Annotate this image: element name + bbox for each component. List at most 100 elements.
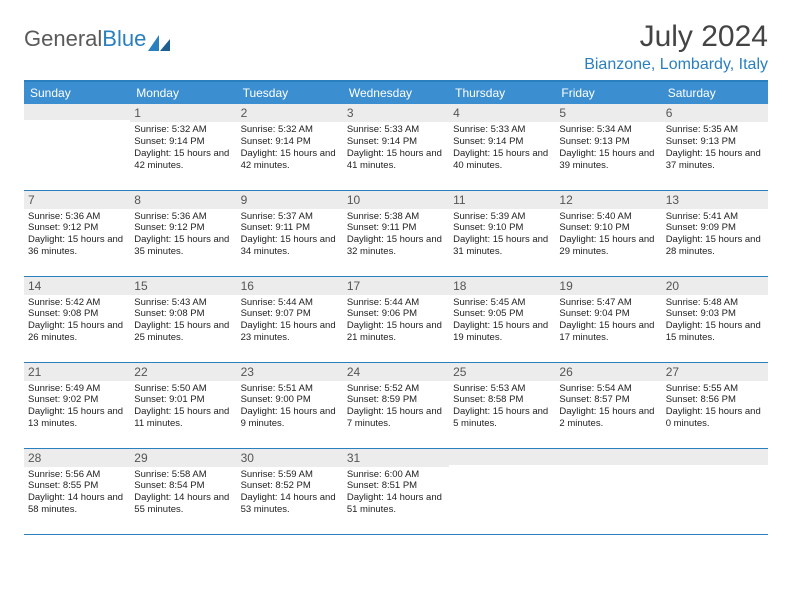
day-number: 22 [130, 363, 236, 381]
day-number: 11 [449, 191, 555, 209]
day-details: Sunrise: 5:34 AM Sunset: 9:13 PM Dayligh… [559, 124, 657, 172]
day-number: 30 [237, 449, 343, 467]
calendar-row: 14Sunrise: 5:42 AM Sunset: 9:08 PM Dayli… [24, 276, 768, 362]
day-details: Sunrise: 5:32 AM Sunset: 9:14 PM Dayligh… [241, 124, 339, 172]
calendar-body: 1Sunrise: 5:32 AM Sunset: 9:14 PM Daylig… [24, 104, 768, 534]
calendar-cell: 24 Sunrise: 5:52 AM Sunset: 8:59 PM Dayli… [343, 362, 449, 448]
calendar-row: 21 Sunrise: 5:49 AM Sunset: 9:02 PM Dayli… [24, 362, 768, 448]
day-details: Sunrise: 5:44 AM Sunset: 9:07 PM Dayligh… [241, 297, 339, 345]
day-details: Sunrise: 5:45 AM Sunset: 9:05 PM Dayligh… [453, 297, 551, 345]
day-number: 7 [24, 191, 130, 209]
day-number: 9 [237, 191, 343, 209]
day-details: Sunrise: 5:55 AM Sunset: 8:56 PM Dayligh… [666, 383, 764, 431]
sail-icon [148, 31, 170, 47]
calendar-row: 28 Sunrise: 5:56 AM Sunset: 8:55 PM Dayli… [24, 448, 768, 534]
calendar-cell: 26 Sunrise: 5:54 AM Sunset: 8:57 PM Dayli… [555, 362, 661, 448]
day-number: 20 [662, 277, 768, 295]
day-number: 6 [662, 104, 768, 122]
day-details: Sunrise: 5:48 AM Sunset: 9:03 PM Dayligh… [666, 297, 764, 345]
day-number: 17 [343, 277, 449, 295]
calendar-cell: 11 Sunrise: 5:39 AM Sunset: 9:10 PM Dayli… [449, 190, 555, 276]
day-number: 21 [24, 363, 130, 381]
calendar-cell: 23Sunrise: 5:51 AM Sunset: 9:00 PM Dayli… [237, 362, 343, 448]
calendar-cell: 20 Sunrise: 5:48 AM Sunset: 9:03 PM Dayli… [662, 276, 768, 362]
calendar-cell: 29 Sunrise: 5:58 AM Sunset: 8:54 PM Dayli… [130, 448, 236, 534]
day-details: Sunrise: 5:53 AM Sunset: 8:58 PM Dayligh… [453, 383, 551, 431]
calendar-row: 1Sunrise: 5:32 AM Sunset: 9:14 PM Daylig… [24, 104, 768, 190]
location: Bianzone, Lombardy, Italy [584, 56, 768, 74]
day-details: Sunrise: 5:36 AM Sunset: 9:12 PM Dayligh… [28, 211, 126, 259]
day-details: Sunrise: 5:39 AM Sunset: 9:10 PM Dayligh… [453, 211, 551, 259]
day-number: 3 [343, 104, 449, 122]
day-details: Sunrise: 5:33 AM Sunset: 9:14 PM Dayligh… [453, 124, 551, 172]
calendar-cell: 4 Sunrise: 5:33 AM Sunset: 9:14 PM Daylig… [449, 104, 555, 190]
day-details: Sunrise: 5:58 AM Sunset: 8:54 PM Dayligh… [134, 469, 232, 517]
header: GeneralBlue July 2024 Bianzone, Lombardy… [24, 20, 768, 74]
logo: GeneralBlue [24, 26, 170, 52]
calendar-cell: 5 Sunrise: 5:34 AM Sunset: 9:13 PM Daylig… [555, 104, 661, 190]
calendar-cell: 9 Sunrise: 5:37 AM Sunset: 9:11 PM Daylig… [237, 190, 343, 276]
calendar-cell: 21 Sunrise: 5:49 AM Sunset: 9:02 PM Dayli… [24, 362, 130, 448]
calendar-cell: 27 Sunrise: 5:55 AM Sunset: 8:56 PM Dayli… [662, 362, 768, 448]
day-details: Sunrise: 5:50 AM Sunset: 9:01 PM Dayligh… [134, 383, 232, 431]
day-number: 24 [343, 363, 449, 381]
logo-text-gray: General [24, 26, 102, 52]
calendar-head: SundayMondayTuesdayWednesdayThursdayFrid… [24, 81, 768, 104]
day-details: Sunrise: 5:52 AM Sunset: 8:59 PM Dayligh… [347, 383, 445, 431]
day-number: 26 [555, 363, 661, 381]
day-details: Sunrise: 5:37 AM Sunset: 9:11 PM Dayligh… [241, 211, 339, 259]
day-details: Sunrise: 5:49 AM Sunset: 9:02 PM Dayligh… [28, 383, 126, 431]
day-details: Sunrise: 6:00 AM Sunset: 8:51 PM Dayligh… [347, 469, 445, 517]
calendar-cell [449, 448, 555, 534]
day-number: 27 [662, 363, 768, 381]
weekday-header: Monday [130, 81, 236, 104]
calendar-cell: 16Sunrise: 5:44 AM Sunset: 9:07 PM Dayli… [237, 276, 343, 362]
calendar-row: 7 Sunrise: 5:36 AM Sunset: 9:12 PM Daylig… [24, 190, 768, 276]
day-number: 31 [343, 449, 449, 467]
day-number: 10 [343, 191, 449, 209]
day-details: Sunrise: 5:41 AM Sunset: 9:09 PM Dayligh… [666, 211, 764, 259]
day-details: Sunrise: 5:56 AM Sunset: 8:55 PM Dayligh… [28, 469, 126, 517]
day-number: 18 [449, 277, 555, 295]
day-details: Sunrise: 5:35 AM Sunset: 9:13 PM Dayligh… [666, 124, 764, 172]
calendar-cell [662, 448, 768, 534]
calendar-cell: 22 Sunrise: 5:50 AM Sunset: 9:01 PM Dayli… [130, 362, 236, 448]
weekday-header: Friday [555, 81, 661, 104]
calendar-cell: 31 Sunrise: 6:00 AM Sunset: 8:51 PM Dayli… [343, 448, 449, 534]
day-number [449, 449, 555, 465]
day-details: Sunrise: 5:59 AM Sunset: 8:52 PM Dayligh… [241, 469, 339, 517]
calendar-cell: 19Sunrise: 5:47 AM Sunset: 9:04 PM Dayli… [555, 276, 661, 362]
day-number [555, 449, 661, 465]
calendar-cell: 8Sunrise: 5:36 AM Sunset: 9:12 PM Daylig… [130, 190, 236, 276]
day-details: Sunrise: 5:47 AM Sunset: 9:04 PM Dayligh… [559, 297, 657, 345]
day-details: Sunrise: 5:40 AM Sunset: 9:10 PM Dayligh… [559, 211, 657, 259]
day-number: 28 [24, 449, 130, 467]
day-number: 2 [237, 104, 343, 122]
day-number: 8 [130, 191, 236, 209]
calendar-cell: 10 Sunrise: 5:38 AM Sunset: 9:11 PM Dayli… [343, 190, 449, 276]
calendar-cell: 6 Sunrise: 5:35 AM Sunset: 9:13 PM Daylig… [662, 104, 768, 190]
month-title: July 2024 [584, 20, 768, 54]
weekday-header: Tuesday [237, 81, 343, 104]
calendar-cell: 3 Sunrise: 5:33 AM Sunset: 9:14 PM Daylig… [343, 104, 449, 190]
day-number: 13 [662, 191, 768, 209]
day-details: Sunrise: 5:51 AM Sunset: 9:00 PM Dayligh… [241, 383, 339, 431]
day-details: Sunrise: 5:43 AM Sunset: 9:08 PM Dayligh… [134, 297, 232, 345]
day-number: 25 [449, 363, 555, 381]
logo-text-blue: Blue [102, 26, 146, 52]
weekday-header: Thursday [449, 81, 555, 104]
day-details: Sunrise: 5:54 AM Sunset: 8:57 PM Dayligh… [559, 383, 657, 431]
day-number [24, 104, 130, 120]
day-number: 4 [449, 104, 555, 122]
calendar-cell: 12Sunrise: 5:40 AM Sunset: 9:10 PM Dayli… [555, 190, 661, 276]
calendar-cell: 7 Sunrise: 5:36 AM Sunset: 9:12 PM Daylig… [24, 190, 130, 276]
day-number: 15 [130, 277, 236, 295]
day-number: 29 [130, 449, 236, 467]
calendar-table: SundayMondayTuesdayWednesdayThursdayFrid… [24, 80, 768, 535]
day-details: Sunrise: 5:44 AM Sunset: 9:06 PM Dayligh… [347, 297, 445, 345]
day-details: Sunrise: 5:38 AM Sunset: 9:11 PM Dayligh… [347, 211, 445, 259]
title-block: July 2024 Bianzone, Lombardy, Italy [584, 20, 768, 74]
calendar-cell: 30 Sunrise: 5:59 AM Sunset: 8:52 PM Dayli… [237, 448, 343, 534]
day-details: Sunrise: 5:33 AM Sunset: 9:14 PM Dayligh… [347, 124, 445, 172]
day-number: 5 [555, 104, 661, 122]
